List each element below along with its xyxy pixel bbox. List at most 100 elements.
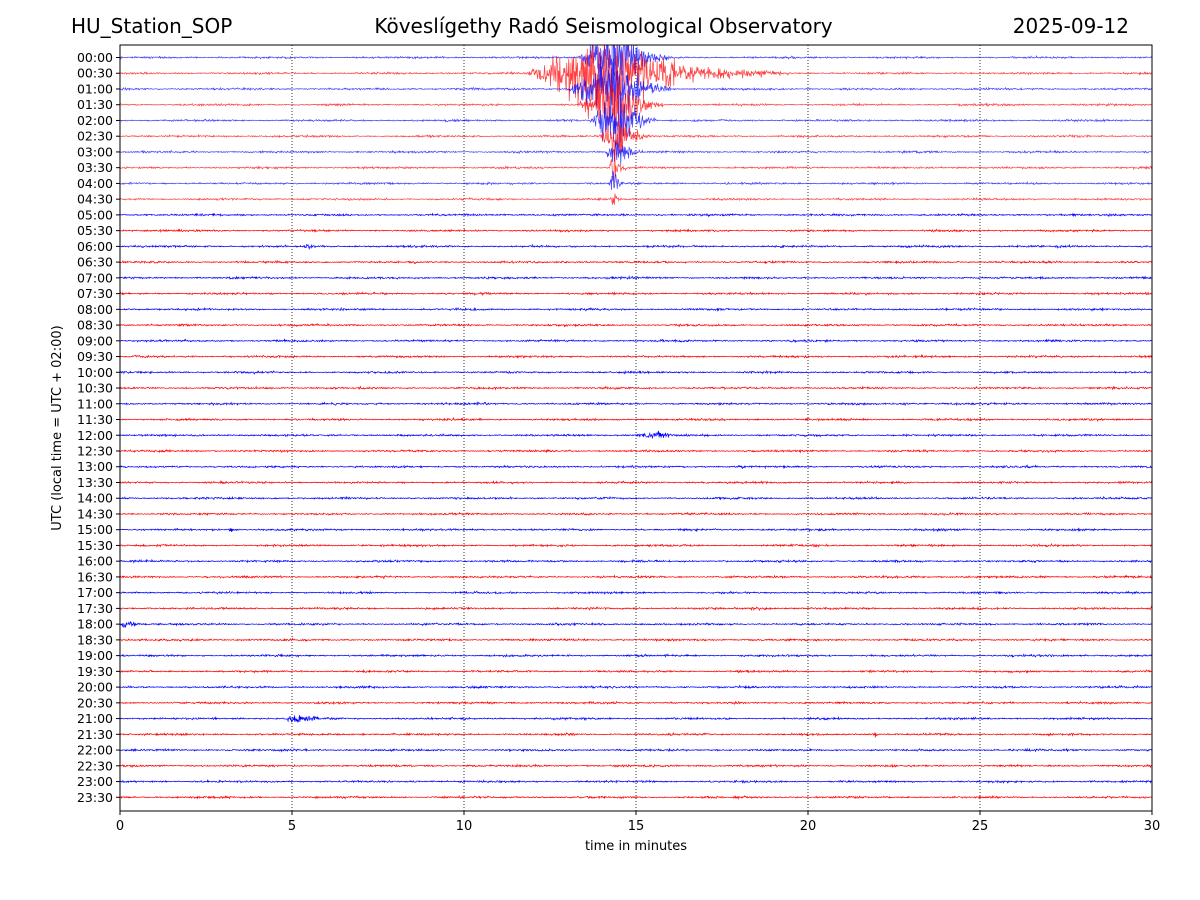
trace-row-0600 xyxy=(120,243,1152,251)
trace-row-0300 xyxy=(120,139,1152,165)
y-tick-label: 03:30 xyxy=(77,160,113,175)
x-tick-label: 30 xyxy=(1144,819,1161,834)
y-tick-label: 03:00 xyxy=(77,144,113,159)
y-tick-label: 08:00 xyxy=(77,302,113,317)
x-tick-label: 15 xyxy=(628,819,645,834)
y-tick-label: 11:00 xyxy=(77,396,113,411)
trace-row-1200 xyxy=(120,430,1152,439)
y-tick-label: 16:30 xyxy=(77,569,113,584)
trace-row-0130 xyxy=(120,72,1152,156)
trace-row-1530 xyxy=(120,542,1152,548)
x-tick-label: 20 xyxy=(800,819,817,834)
trace-row-1230 xyxy=(120,448,1152,454)
y-tick-label: 05:30 xyxy=(77,223,113,238)
y-tick-label: 13:30 xyxy=(77,475,113,490)
trace-row-0030 xyxy=(120,45,1152,111)
x-tick-label: 25 xyxy=(972,819,989,834)
y-tick-label: 22:00 xyxy=(77,743,113,758)
y-tick-label: 10:30 xyxy=(77,381,113,396)
trace-row-0000 xyxy=(120,45,1152,79)
trace-row-2100 xyxy=(120,714,1152,723)
y-tick-label: 23:30 xyxy=(77,790,113,805)
y-tick-label: 17:00 xyxy=(77,585,113,600)
y-tick-label: 09:00 xyxy=(77,333,113,348)
y-tick-label: 23:00 xyxy=(77,774,113,789)
y-tick-label: 17:30 xyxy=(77,601,113,616)
station-name: HU_Station_SOP xyxy=(71,14,233,38)
trace-row-2330 xyxy=(120,794,1152,801)
y-tick-label: 10:00 xyxy=(77,365,113,380)
trace-row-0700 xyxy=(120,275,1152,281)
y-tick-label: 11:30 xyxy=(77,412,113,427)
x-tick-label: 5 xyxy=(288,819,296,834)
y-tick-label: 02:00 xyxy=(77,113,113,128)
trace-row-1400 xyxy=(120,495,1152,501)
trace-row-0930 xyxy=(120,353,1152,359)
y-tick-label: 21:00 xyxy=(77,711,113,726)
trace-row-1800 xyxy=(120,620,1152,629)
grid-lines xyxy=(291,45,981,811)
observatory-title: Köveslígethy Radó Seismological Observat… xyxy=(374,14,833,38)
trace-row-1730 xyxy=(120,604,1152,612)
y-tick-label: 05:00 xyxy=(77,207,113,222)
x-tick-label: 0 xyxy=(116,819,124,834)
x-tick-label: 10 xyxy=(456,819,473,834)
trace-row-0400 xyxy=(120,171,1152,191)
trace-row-0230 xyxy=(120,112,1152,155)
y-tick-label: 22:30 xyxy=(77,758,113,773)
y-tick-label: 07:30 xyxy=(77,286,113,301)
x-axis-label: time in minutes xyxy=(585,839,687,854)
y-tick-label: 18:00 xyxy=(77,617,113,632)
trace-row-2200 xyxy=(120,747,1152,753)
y-axis-ticks: 00:0000:3001:0001:3002:0002:3003:0003:30… xyxy=(77,50,120,805)
y-tick-label: 01:30 xyxy=(77,97,113,112)
y-tick-label: 06:30 xyxy=(77,255,113,270)
trace-row-2000 xyxy=(120,684,1152,690)
y-tick-label: 20:00 xyxy=(77,680,113,695)
y-tick-label: 06:00 xyxy=(77,239,113,254)
y-tick-label: 02:30 xyxy=(77,129,113,144)
trace-row-2130 xyxy=(120,732,1152,738)
trace-row-0500 xyxy=(120,212,1152,218)
y-tick-label: 15:00 xyxy=(77,522,113,537)
trace-row-1630 xyxy=(120,574,1152,580)
y-axis-label: UTC (local time = UTC + 02:00) xyxy=(50,325,65,530)
y-tick-label: 18:30 xyxy=(77,632,113,647)
trace-row-0430 xyxy=(120,193,1152,205)
y-tick-label: 14:00 xyxy=(77,491,113,506)
trace-row-0200 xyxy=(120,90,1152,154)
trace-row-0630 xyxy=(120,259,1152,265)
trace-row-1500 xyxy=(120,527,1152,533)
y-tick-label: 00:30 xyxy=(77,66,113,81)
trace-row-1900 xyxy=(120,653,1152,659)
trace-row-1700 xyxy=(120,590,1152,595)
trace-row-0730 xyxy=(120,291,1152,297)
seismic-traces xyxy=(120,45,1152,801)
trace-row-1330 xyxy=(120,480,1152,485)
y-tick-label: 19:00 xyxy=(77,648,113,663)
y-tick-label: 19:30 xyxy=(77,664,113,679)
trace-row-0330 xyxy=(120,148,1152,184)
record-date: 2025-09-12 xyxy=(1012,14,1129,38)
y-tick-label: 12:30 xyxy=(77,444,113,459)
y-tick-label: 04:00 xyxy=(77,176,113,191)
trace-row-2230 xyxy=(120,763,1152,769)
y-tick-label: 08:30 xyxy=(77,318,113,333)
trace-row-1830 xyxy=(120,637,1152,643)
trace-row-1430 xyxy=(120,511,1152,517)
trace-row-1000 xyxy=(120,369,1152,375)
y-tick-label: 04:30 xyxy=(77,192,113,207)
trace-row-1300 xyxy=(120,464,1152,470)
y-tick-label: 14:30 xyxy=(77,506,113,521)
trace-row-1030 xyxy=(120,385,1152,391)
trace-row-1130 xyxy=(120,416,1152,423)
trace-row-2300 xyxy=(120,779,1152,784)
trace-row-0800 xyxy=(120,306,1152,312)
y-tick-label: 01:00 xyxy=(77,81,113,96)
y-tick-label: 09:30 xyxy=(77,349,113,364)
trace-row-0530 xyxy=(120,228,1152,233)
y-tick-label: 00:00 xyxy=(77,50,113,65)
trace-row-0830 xyxy=(120,322,1152,328)
y-tick-label: 13:00 xyxy=(77,459,113,474)
